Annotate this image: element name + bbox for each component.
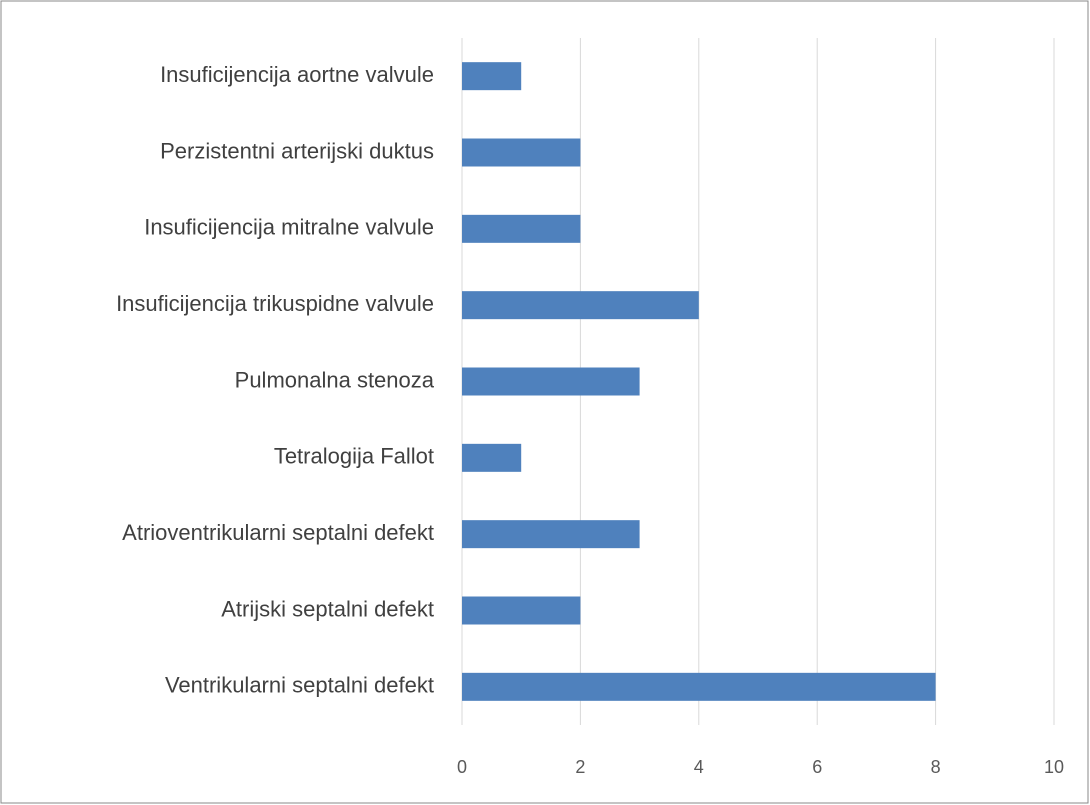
- bar: [462, 367, 640, 396]
- y-tick-label: Atrijski septalni defekt: [221, 596, 434, 621]
- x-tick-label: 2: [575, 757, 585, 777]
- bar: [462, 291, 699, 320]
- bar: [462, 520, 640, 549]
- x-tick-label: 10: [1044, 757, 1064, 777]
- bar: [462, 138, 581, 167]
- x-tick-label: 8: [931, 757, 941, 777]
- bar: [462, 596, 581, 625]
- y-tick-label: Perzistentni arterijski duktus: [160, 138, 434, 163]
- y-tick-label: Insuficijencija mitralne valvule: [144, 215, 434, 240]
- x-tick-label: 4: [694, 757, 704, 777]
- x-tick-label: 0: [457, 757, 467, 777]
- bar: [462, 672, 936, 701]
- y-tick-label: Insuficijencija aortne valvule: [160, 62, 434, 87]
- bar: [462, 443, 522, 472]
- y-tick-label: Insuficijencija trikuspidne valvule: [116, 291, 434, 316]
- y-tick-label: Atrioventrikularni septalni defekt: [122, 520, 434, 545]
- bar: [462, 62, 522, 91]
- y-tick-label: Ventrikularni septalni defekt: [165, 673, 434, 698]
- bar: [462, 214, 581, 243]
- y-tick-label: Pulmonalna stenoza: [235, 367, 435, 392]
- y-tick-label: Tetralogija Fallot: [274, 444, 434, 469]
- x-tick-label: 6: [812, 757, 822, 777]
